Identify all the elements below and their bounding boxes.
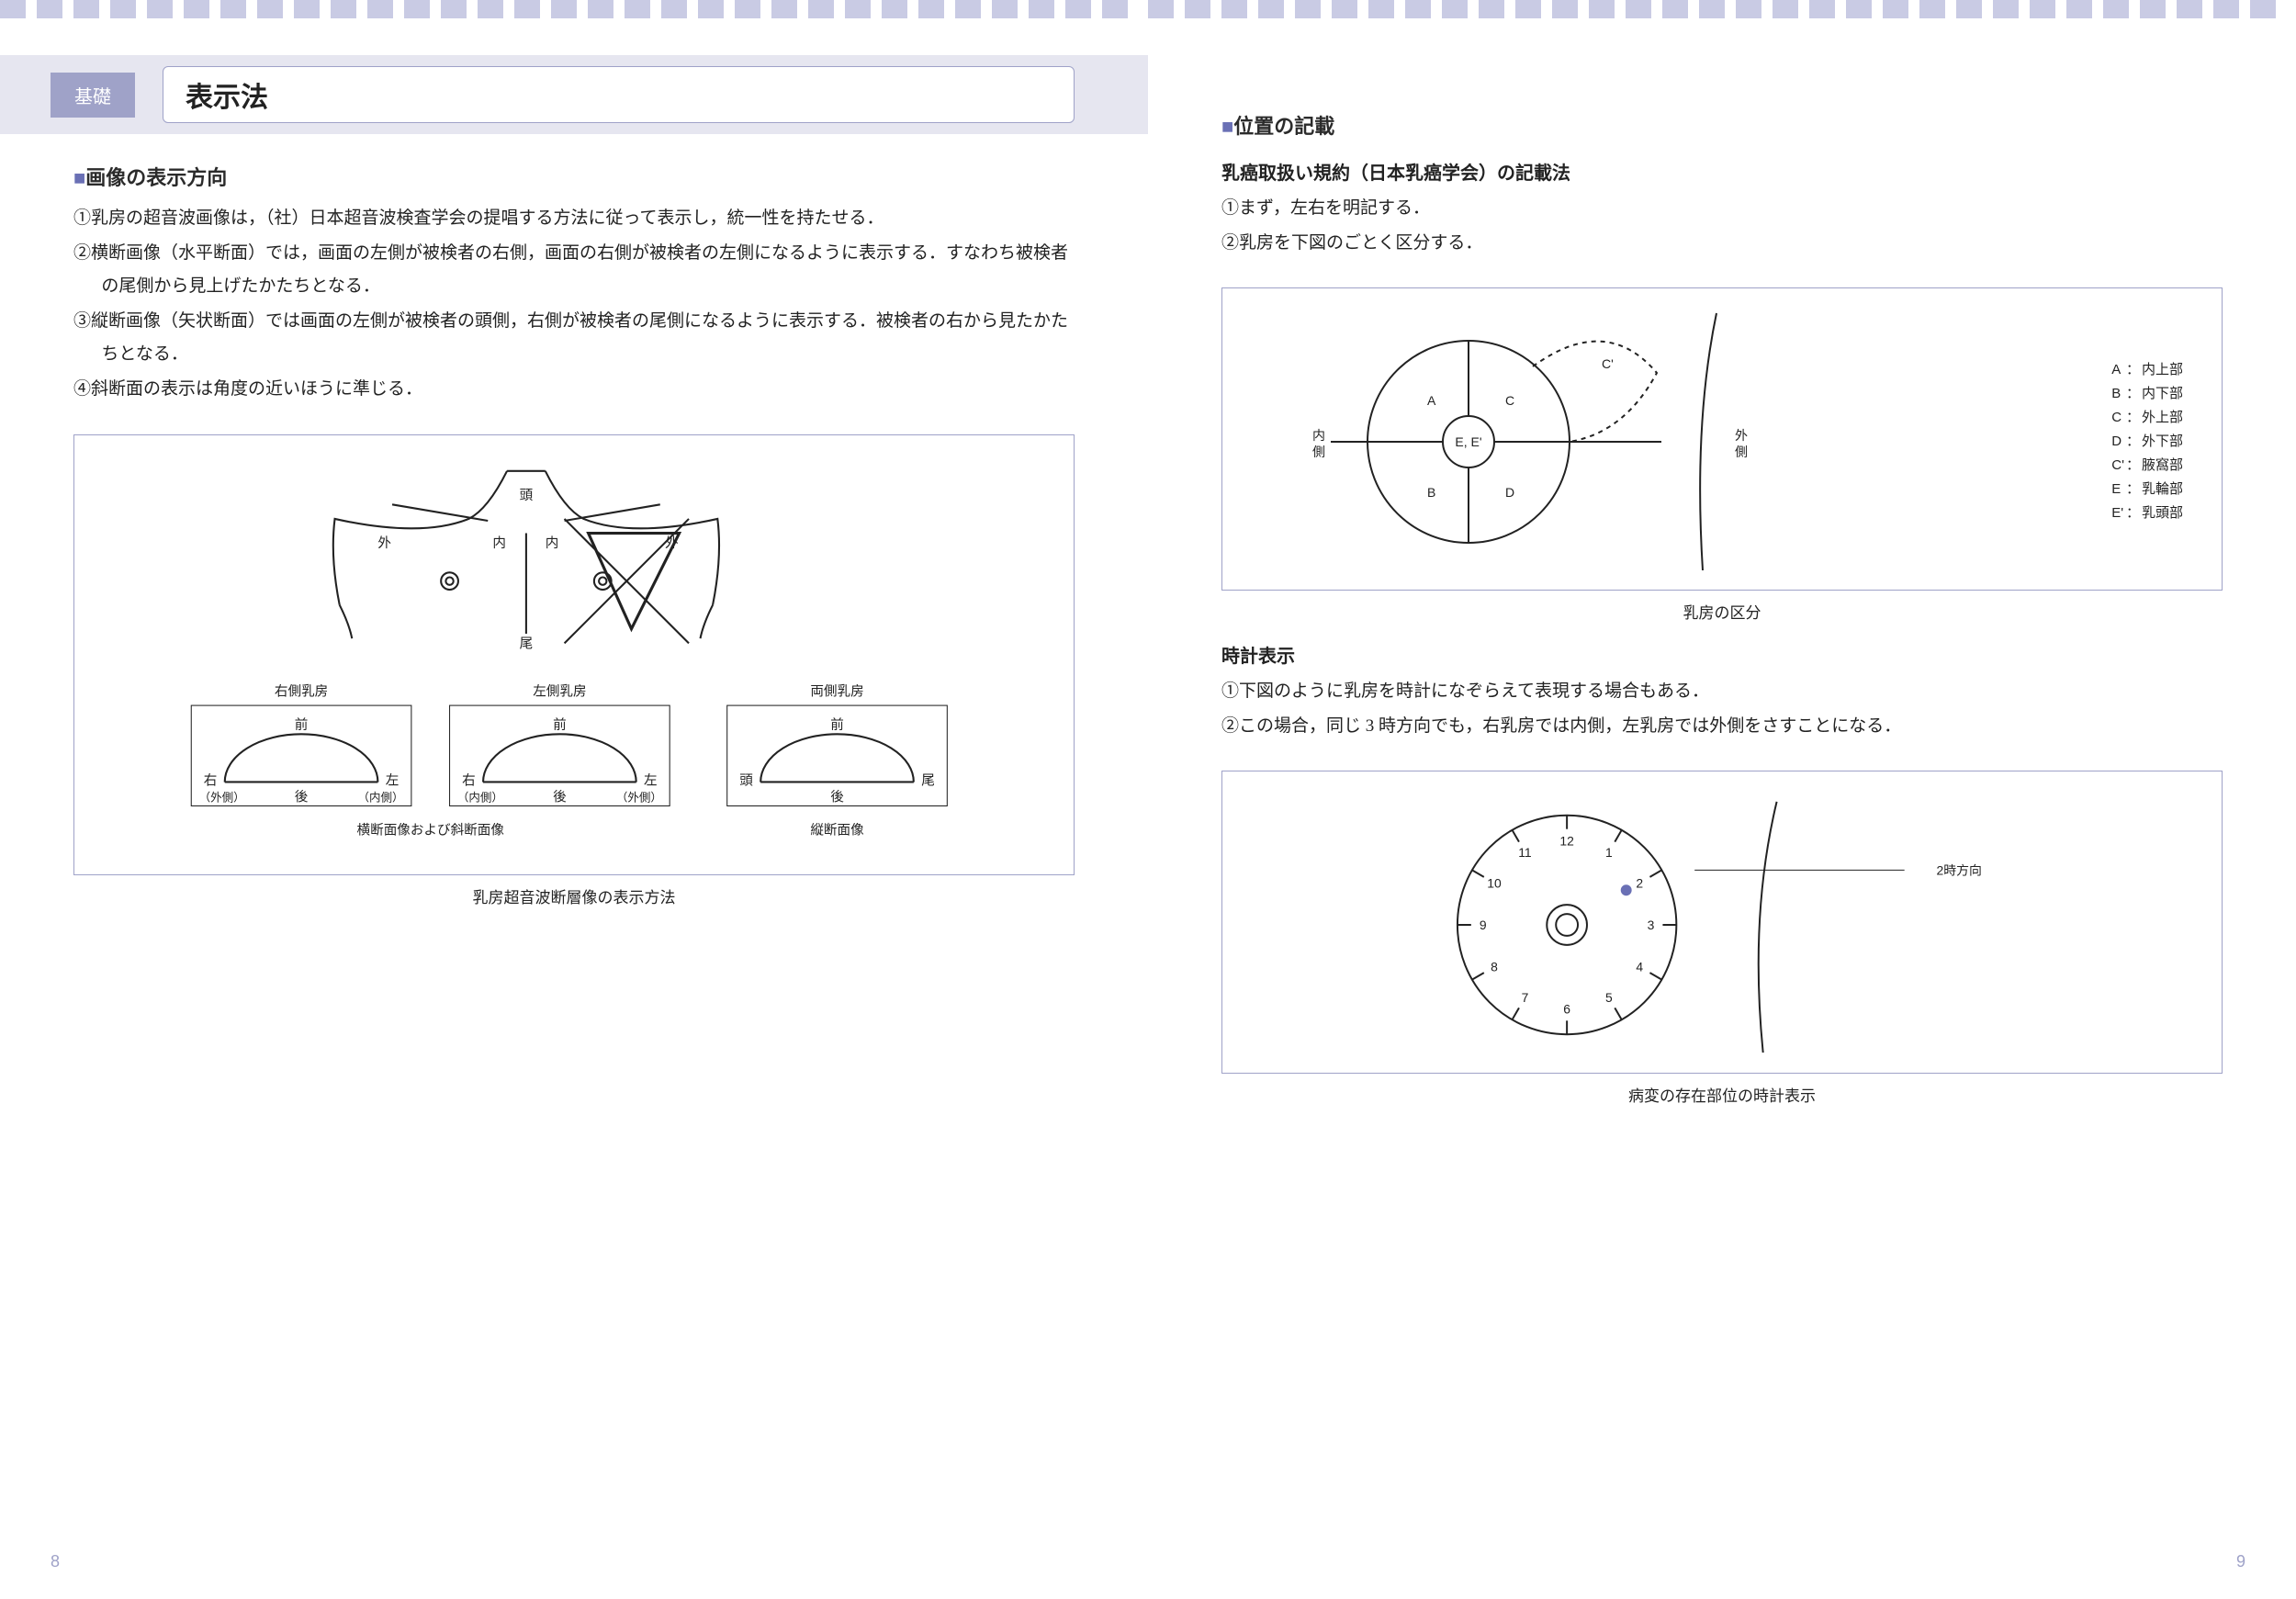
svg-text:縦断面像: 縦断面像 [810,822,864,838]
list-item: ③縦断画像（矢状断面）では画面の左側が被検者の頭側，右側が被検者の尾側になるよう… [73,305,1075,371]
svg-text:前: 前 [553,717,567,733]
svg-text:後: 後 [830,789,844,805]
sub-heading: 乳癌取扱い規約（日本乳癌学会）の記載法 [1221,158,2223,185]
figure-2-legend: A：内上部 B：内下部 C：外上部 D：外下部 C'：腋窩部 E：乳輪部 E'：… [2110,357,2185,526]
svg-text:前: 前 [830,717,844,733]
figure-1: 頭 尾 外 内 内 外 右側乳房 前 右 左 （外側） （内側） [73,434,1075,875]
figure-2-svg: A C B D E, E' C' 内 側 外 側 [1239,304,1836,580]
svg-text:内: 内 [1312,428,1325,443]
svg-text:（外側）: （外側） [199,791,245,804]
svg-text:4: 4 [1636,960,1643,974]
page-number-right: 9 [2236,1552,2245,1571]
list-item: ②乳房を下図のごとく区分する． [1221,227,2223,260]
svg-text:外: 外 [665,535,679,551]
svg-text:右: 右 [204,772,218,788]
svg-text:頭: 頭 [739,773,753,788]
svg-text:9: 9 [1480,918,1487,932]
lesion-marker-icon [1621,885,1632,896]
svg-text:6: 6 [1563,1002,1570,1017]
list-item: ①下図のように乳房を時計になぞらえて表現する場合もある． [1221,675,2223,708]
figure-2: A C B D E, E' C' 内 側 外 側 A：内上部 B：内下部 C：外… [1221,287,2223,591]
page-title: 表示法 [163,66,1075,123]
page-right: ■位置の記載 乳癌取扱い規約（日本乳癌学会）の記載法 ①まず，左右を明記する． … [1148,0,2296,1599]
svg-text:前: 前 [295,717,309,733]
section-heading: ■位置の記載 [1221,110,2223,140]
heading-text: 画像の表示方向 [85,166,227,189]
section-heading: ■画像の表示方向 [73,162,1075,191]
svg-text:B: B [1427,485,1435,500]
sub-heading-clock: 時計表示 [1221,641,2223,668]
svg-text:8: 8 [1491,960,1498,974]
svg-text:2時方向: 2時方向 [1937,863,1982,878]
svg-text:側: 側 [1735,445,1748,459]
svg-text:10: 10 [1487,876,1502,891]
svg-text:11: 11 [1518,845,1532,860]
svg-text:7: 7 [1522,990,1529,1005]
svg-text:D: D [1505,485,1514,500]
figure-3-caption: 病変の存在部位の時計表示 [1221,1083,2223,1106]
svg-text:右側乳房: 右側乳房 [275,683,328,699]
list-item: ②この場合，同じ 3 時方向でも，右乳房では内側，左乳房では外側をさすことになる… [1221,710,2223,743]
svg-text:C': C' [1602,356,1614,371]
page-left: 基礎 表示法 ■画像の表示方向 ①乳房の超音波画像は，（社）日本超音波検査学会の… [0,0,1148,1599]
heading-text: 位置の記載 [1233,115,1334,138]
page-number-left: 8 [51,1552,60,1571]
chapter-tag: 基礎 [51,73,135,118]
section1-list: ①乳房の超音波画像は，（社）日本超音波検査学会の提唱する方法に従って表示し，統一… [73,202,1075,407]
svg-text:2: 2 [1636,876,1643,891]
svg-text:左側乳房: 左側乳房 [533,683,586,699]
svg-text:（内側）: （内側） [457,791,503,804]
figure-2-caption: 乳房の区分 [1221,600,2223,623]
svg-text:E, E': E, E' [1455,434,1481,449]
list-item: ②横断画像（水平断面）では，画面の左側が被検者の右側，画面の右側が被検者の左側に… [73,237,1075,303]
svg-text:尾: 尾 [921,773,935,788]
svg-text:右: 右 [462,772,476,788]
svg-text:内: 内 [546,535,559,551]
top-stripe [0,0,1148,18]
section-list: ①下図のように乳房を時計になぞらえて表現する場合もある． ②この場合，同じ 3 … [1221,675,2223,743]
svg-text:（外側）: （外側） [616,791,662,804]
svg-text:A: A [1427,393,1436,408]
svg-text:頭: 頭 [520,489,534,503]
svg-text:C: C [1505,393,1514,408]
list-item: ①乳房の超音波画像は，（社）日本超音波検査学会の提唱する方法に従って表示し，統一… [73,202,1075,235]
svg-text:両側乳房: 両側乳房 [810,683,863,699]
svg-text:3: 3 [1648,918,1655,932]
svg-text:左: 左 [644,772,658,788]
svg-text:12: 12 [1559,834,1574,849]
figure-3: 2時方向 121234567891011 [1221,771,2223,1074]
svg-text:内: 内 [492,535,506,551]
figure-1-svg: 頭 尾 外 内 内 外 右側乳房 前 右 左 （外側） （内側） [91,452,1057,863]
svg-text:1: 1 [1605,845,1613,860]
list-item: ①まず，左右を明記する． [1221,192,2223,225]
svg-text:外: 外 [1735,428,1748,443]
top-stripe [1148,0,2296,18]
svg-text:（内側）: （内側） [358,791,404,804]
svg-text:後: 後 [295,789,309,805]
figure-3-svg: 2時方向 121234567891011 [1239,788,2205,1062]
list-item: ④斜断面の表示は角度の近いほうに準じる． [73,373,1075,406]
figure-1-caption: 乳房超音波断層像の表示方法 [73,884,1075,907]
svg-text:尾: 尾 [520,636,534,651]
svg-text:後: 後 [553,789,567,805]
square-marker-icon: ■ [73,166,85,189]
svg-text:側: 側 [1312,445,1325,459]
svg-text:外: 外 [377,535,391,551]
chapter-header: 基礎 表示法 [0,55,1148,134]
svg-text:横断面像および斜断面像: 横断面像および斜断面像 [357,822,505,838]
svg-text:5: 5 [1605,990,1613,1005]
svg-text:左: 左 [386,772,400,788]
section-list: ①まず，左右を明記する． ②乳房を下図のごとく区分する． [1221,192,2223,260]
square-marker-icon: ■ [1221,115,1233,138]
